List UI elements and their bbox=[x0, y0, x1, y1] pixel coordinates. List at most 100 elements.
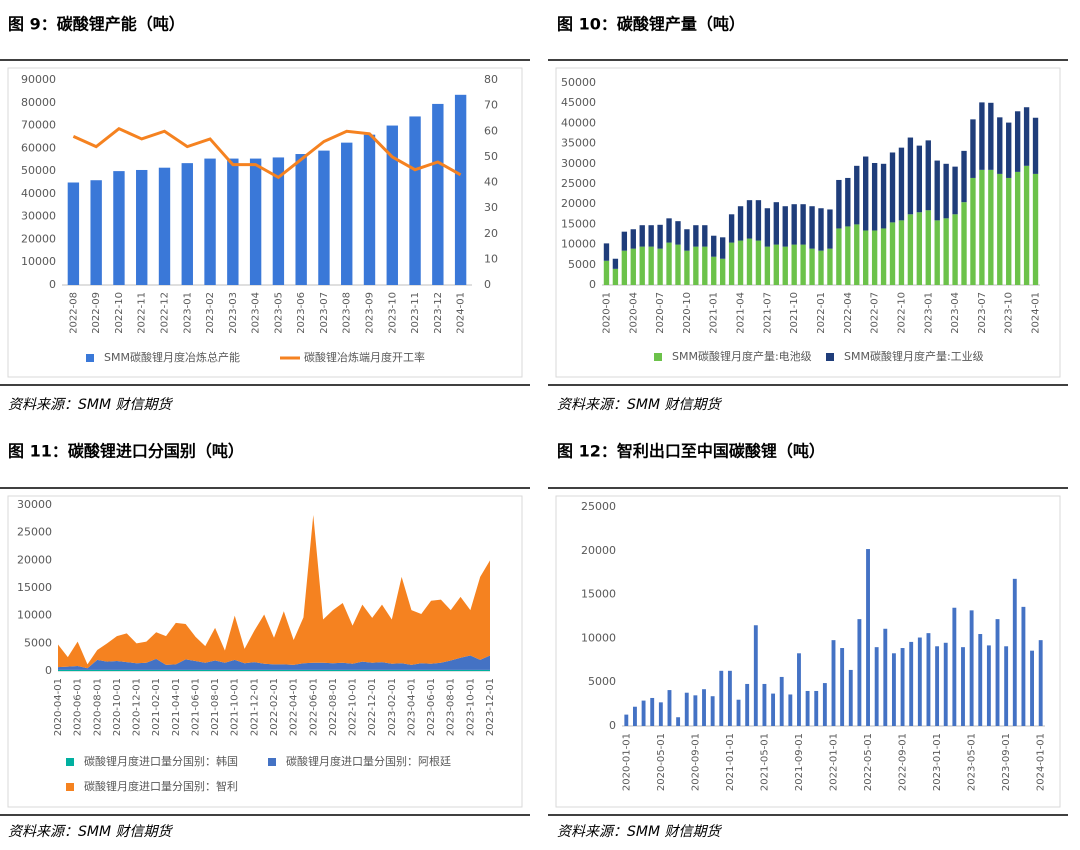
bar bbox=[818, 208, 824, 251]
bar bbox=[818, 250, 824, 285]
bar bbox=[650, 697, 655, 726]
bar bbox=[719, 237, 726, 259]
x-tick-label: 2023-06 bbox=[296, 292, 307, 334]
x-tick-label: 2021-01-01 bbox=[725, 733, 736, 791]
bar bbox=[935, 646, 940, 726]
bar bbox=[764, 246, 771, 285]
y2-tick-label: 50 bbox=[484, 150, 498, 163]
bar bbox=[970, 119, 976, 178]
x-tick-label: 2023-10 bbox=[387, 292, 398, 334]
bar bbox=[943, 642, 948, 726]
x-tick-label: 2023-01-01 bbox=[932, 733, 943, 791]
bar bbox=[657, 224, 663, 249]
bar bbox=[702, 225, 708, 247]
x-tick-label: 2023-05-01 bbox=[967, 733, 978, 791]
bar bbox=[782, 246, 788, 285]
x-tick-label: 2021-10 bbox=[789, 292, 800, 334]
bar bbox=[693, 225, 699, 247]
legend-marker bbox=[654, 353, 662, 361]
bar bbox=[454, 94, 467, 285]
x-tick-label: 2024-01-01 bbox=[1036, 733, 1047, 791]
x-tick-label: 2020-10-01 bbox=[112, 678, 123, 736]
y-tick-label: 40000 bbox=[21, 187, 56, 200]
bar bbox=[633, 706, 637, 726]
bar bbox=[318, 150, 330, 285]
area bbox=[58, 655, 490, 670]
bar bbox=[630, 248, 636, 285]
bar bbox=[624, 714, 629, 726]
bar bbox=[814, 690, 819, 726]
x-tick-label: 2022-05-01 bbox=[863, 733, 874, 791]
area bbox=[58, 669, 490, 671]
y-tick-label: 20000 bbox=[17, 553, 52, 566]
y2-tick-label: 10 bbox=[484, 252, 498, 265]
bar bbox=[181, 163, 193, 285]
bar bbox=[1032, 117, 1039, 174]
x-tick-label: 2023-09-01 bbox=[1001, 733, 1012, 791]
x-tick-label: 2021-02-01 bbox=[151, 678, 162, 736]
x-tick-label: 2022-04 bbox=[843, 292, 854, 334]
bar bbox=[791, 244, 797, 285]
bar bbox=[961, 202, 967, 285]
bar bbox=[67, 182, 80, 285]
chart-title: 图 10：碳酸锂产量（吨） bbox=[557, 15, 745, 34]
x-tick-label: 2023-09 bbox=[365, 292, 376, 334]
bar bbox=[880, 163, 887, 229]
y-tick-label: 10000 bbox=[17, 609, 52, 622]
x-tick-label: 2023-07 bbox=[977, 292, 988, 334]
chart-title: 图 11：碳酸锂进口分国别（吨） bbox=[8, 442, 244, 461]
bar bbox=[746, 200, 753, 239]
y-tick-label: 50000 bbox=[21, 164, 56, 177]
y-tick-label: 40000 bbox=[561, 116, 596, 129]
bar bbox=[979, 169, 985, 285]
x-tick-label: 2022-08 bbox=[68, 292, 79, 334]
bar bbox=[934, 160, 940, 221]
legend-label: 碳酸锂月度进口量分国别：阿根廷 bbox=[286, 754, 451, 768]
y-tick-label: 10000 bbox=[581, 631, 616, 644]
area bbox=[58, 514, 490, 669]
bar bbox=[909, 641, 914, 726]
bar bbox=[797, 653, 801, 726]
x-tick-label: 2023-01 bbox=[182, 292, 193, 334]
bar bbox=[603, 260, 610, 285]
bar bbox=[719, 670, 724, 726]
bar bbox=[1023, 107, 1030, 166]
bar bbox=[900, 648, 905, 726]
bar bbox=[272, 157, 285, 285]
bar bbox=[970, 177, 976, 285]
x-tick-label: 2022-01-01 bbox=[829, 733, 840, 791]
y-tick-label: 50000 bbox=[561, 76, 596, 89]
bar bbox=[961, 150, 967, 203]
bar bbox=[854, 165, 860, 225]
bar bbox=[791, 204, 797, 245]
bar bbox=[874, 647, 879, 726]
bar bbox=[863, 156, 869, 231]
bar bbox=[854, 224, 860, 285]
x-tick-label: 2022-09-01 bbox=[898, 733, 909, 791]
legend-marker bbox=[268, 758, 276, 766]
x-tick-label: 2022-04-01 bbox=[289, 678, 300, 736]
legend-label: 碳酸锂月度进口量分国别：韩国 bbox=[84, 754, 238, 768]
bar bbox=[857, 619, 862, 726]
x-tick-label: 2023-04 bbox=[950, 292, 961, 334]
bar bbox=[295, 154, 307, 285]
legend-marker bbox=[86, 354, 94, 362]
x-tick-label: 2023-12-01 bbox=[485, 678, 496, 736]
bar bbox=[341, 142, 353, 285]
y-tick-label: 30000 bbox=[21, 210, 56, 223]
bar bbox=[934, 220, 940, 285]
x-tick-label: 2020-07 bbox=[655, 292, 666, 334]
x-tick-label: 2022-10 bbox=[114, 292, 125, 334]
y-tick-label: 25000 bbox=[581, 500, 616, 513]
bar bbox=[676, 717, 681, 726]
bar bbox=[997, 117, 1003, 174]
legend-marker bbox=[66, 783, 74, 791]
x-tick-label: 2022-12-01 bbox=[367, 678, 378, 736]
bar bbox=[809, 206, 815, 249]
x-tick-label: 2021-01 bbox=[709, 292, 720, 334]
bar bbox=[711, 235, 717, 257]
bar bbox=[988, 102, 994, 170]
bar bbox=[657, 248, 663, 285]
y-tick-label: 20000 bbox=[581, 544, 616, 557]
